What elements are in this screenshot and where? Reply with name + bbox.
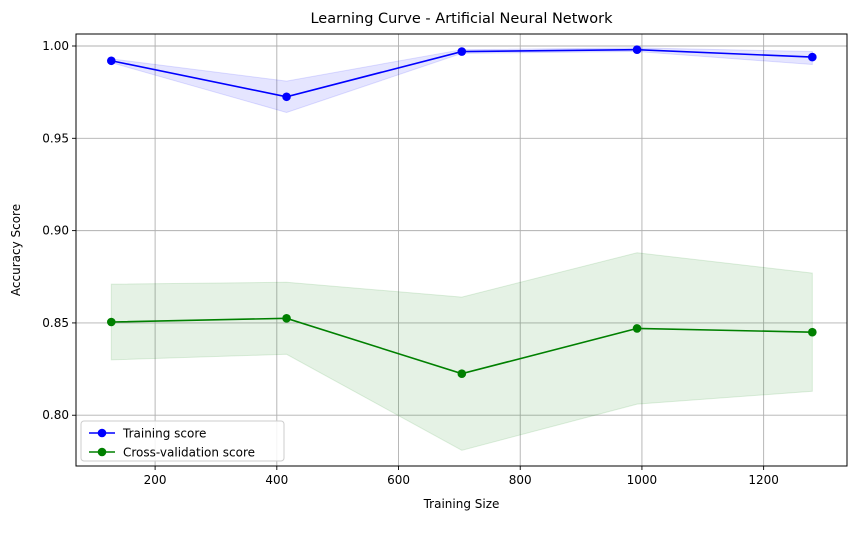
y-tick-label: 0.95: [42, 131, 69, 145]
data-point: [808, 327, 817, 337]
y-tick-label: 1.00: [42, 39, 69, 53]
x-axis-label: Training Size: [423, 497, 500, 511]
y-tick-label: 0.80: [42, 408, 69, 422]
series-markers: [106, 45, 817, 378]
x-tick-label: 1200: [748, 473, 779, 487]
x-tick-label: 600: [387, 473, 410, 487]
data-point: [106, 56, 116, 66]
data-point: [282, 314, 291, 323]
grid: [76, 34, 847, 466]
chart-title: Learning Curve - Artificial Neural Netwo…: [310, 11, 613, 27]
data-point: [632, 324, 642, 333]
data-point: [457, 369, 467, 378]
data-point: [808, 52, 817, 62]
data-point: [282, 92, 291, 102]
x-axis-ticks: 200 400 600 800 1000 1200: [144, 466, 779, 487]
y-tick-label: 0.85: [42, 316, 69, 330]
legend-box: [80, 420, 285, 462]
legend-marker: [97, 428, 107, 438]
y-axis-label: Accuracy Score: [9, 204, 23, 296]
legend-marker: [97, 447, 107, 457]
x-tick-label: 400: [265, 473, 288, 487]
x-tick-label: 800: [509, 473, 532, 487]
confidence-band-1: [110, 252, 813, 451]
x-tick-label: 200: [144, 473, 167, 487]
legend-label: Cross-validation score: [123, 446, 255, 460]
data-point: [457, 47, 467, 56]
y-tick-label: 0.90: [42, 224, 69, 238]
legend-label: Training score: [122, 427, 206, 441]
x-tick-label: 1000: [627, 473, 658, 487]
legend: Training score Cross-validation score: [80, 420, 285, 462]
plot-frame: [75, 33, 848, 467]
data-point: [106, 317, 116, 327]
y-axis-ticks: 0.80 0.85 0.90 0.95 1.00: [42, 39, 76, 422]
data-point: [632, 45, 642, 54]
